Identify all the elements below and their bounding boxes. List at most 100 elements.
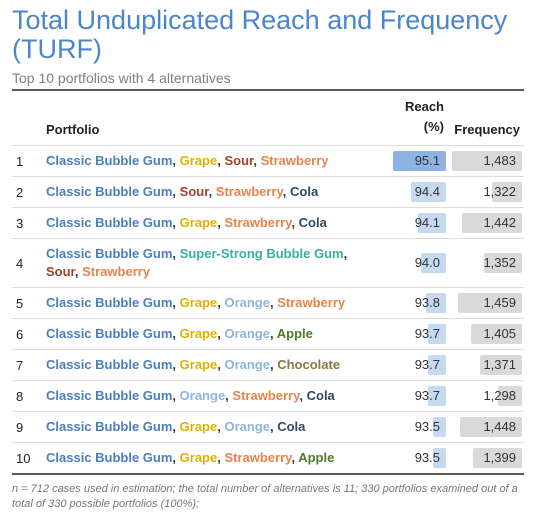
item-separator: ,	[217, 450, 225, 465]
reach-cell: 94.0	[386, 239, 448, 288]
frequency-bar-fill	[497, 386, 522, 406]
portfolio-item: Grape	[179, 419, 218, 434]
reach-value: 93.7	[414, 326, 440, 341]
item-separator: ,	[225, 388, 233, 403]
portfolio-item: Grape	[179, 215, 218, 230]
frequency-bar-fill	[479, 355, 522, 375]
portfolio-item: Cola	[277, 419, 306, 434]
reach-cell: 93.7	[386, 350, 448, 381]
frequency-bar: 1,448	[450, 417, 522, 437]
item-separator: ,	[299, 388, 307, 403]
reach-bar: 95.1	[388, 151, 446, 171]
page-title: Total Unduplicated Reach and Frequency (…	[12, 5, 508, 64]
item-separator: ,	[172, 388, 180, 403]
item-separator: ,	[282, 184, 290, 199]
row-rank: 9	[16, 419, 24, 435]
table-row: 10 Classic Bubble Gum, Grape, Strawberry,…	[12, 442, 524, 475]
reach-bar-fill	[393, 151, 446, 171]
frequency-bar: 1,322	[450, 182, 522, 202]
portfolio-item: Grape	[179, 450, 218, 465]
portfolio-item: Classic Bubble Gum	[46, 153, 173, 168]
item-separator: ,	[172, 295, 180, 310]
reach-bar: 93.8	[388, 293, 446, 313]
item-separator: ,	[291, 450, 299, 465]
portfolio-item: Orange	[179, 388, 226, 403]
reach-value: 94.1	[414, 215, 440, 230]
table-header: Portfolio Reach (%) Frequency	[12, 91, 524, 146]
portfolio-item: Classic Bubble Gum	[46, 419, 173, 434]
reach-value: 94.4	[414, 184, 440, 199]
row-rank: 7	[16, 357, 24, 373]
portfolio-item: Strawberry	[224, 450, 292, 465]
frequency-value: 1,352	[483, 255, 516, 270]
portfolio-item: Orange	[224, 295, 270, 310]
portfolio-item: Sour	[224, 153, 254, 168]
portfolio-item: Classic Bubble Gum	[46, 215, 173, 230]
reach-cell: 94.4	[386, 177, 448, 208]
frequency-cell: 1,483	[448, 146, 524, 177]
portfolio-item: Grape	[179, 153, 218, 168]
portfolio-item: Chocolate	[277, 357, 341, 372]
frequency-bar-fill	[471, 324, 522, 344]
item-separator: ,	[172, 450, 180, 465]
item-separator: ,	[217, 153, 225, 168]
item-separator: ,	[217, 326, 225, 341]
frequency-bar-fill	[457, 293, 522, 313]
item-separator: ,	[172, 326, 180, 341]
frequency-bar-fill	[451, 151, 522, 171]
frequency-bar-fill	[460, 417, 522, 437]
reach-value: 94.0	[414, 255, 440, 270]
reach-bar-fill	[425, 293, 446, 313]
reach-bar: 94.0	[388, 253, 446, 273]
footnote: n = 712 cases used in estimation; the to…	[12, 483, 518, 510]
item-separator: ,	[269, 326, 277, 341]
frequency-value: 1,322	[483, 184, 516, 199]
row-rank: 1	[16, 153, 24, 169]
item-separator: ,	[172, 184, 180, 199]
portfolio-item: Apple	[298, 450, 335, 465]
reach-cell: 93.7	[386, 319, 448, 350]
row-portfolio: Classic Bubble Gum, Grape, Orange, Apple	[42, 319, 386, 350]
frequency-bar: 1,298	[450, 386, 522, 406]
frequency-bar-fill	[472, 448, 522, 468]
frequency-cell: 1,371	[448, 350, 524, 381]
row-rank: 3	[16, 215, 24, 231]
item-separator: ,	[217, 215, 225, 230]
frequency-bar-fill	[484, 253, 522, 273]
item-separator: ,	[291, 215, 299, 230]
reach-bar-fill	[428, 355, 446, 375]
header-reach: Reach (%)	[386, 91, 448, 146]
row-portfolio: Classic Bubble Gum, Grape, Orange, Straw…	[42, 288, 386, 319]
frequency-bar-fill	[461, 213, 522, 233]
portfolio-item: Cola	[306, 388, 335, 403]
frequency-cell: 1,352	[448, 239, 524, 288]
portfolio-item: Classic Bubble Gum	[46, 184, 173, 199]
portfolio-item: Cola	[298, 215, 327, 230]
row-portfolio: Classic Bubble Gum, Grape, Strawberry, A…	[42, 443, 386, 475]
portfolio-item: Cola	[290, 184, 319, 199]
header-reach-line1: Reach	[404, 99, 444, 114]
reach-cell: 93.5	[386, 443, 448, 475]
portfolio-item: Orange	[224, 357, 270, 372]
reach-cell: 93.8	[386, 288, 448, 319]
item-separator: ,	[217, 419, 225, 434]
portfolio-item: Strawberry	[82, 264, 151, 279]
table-row: 8 Classic Bubble Gum, Orange, Strawberry,…	[12, 380, 524, 412]
table-body: 1 Classic Bubble Gum, Grape, Sour, Strawb…	[12, 145, 524, 475]
portfolio-item: Sour	[46, 264, 75, 279]
reach-cell: 94.1	[386, 208, 448, 239]
frequency-cell: 1,448	[448, 412, 524, 443]
frequency-bar: 1,352	[450, 253, 522, 273]
portfolio-item: Strawberry	[215, 184, 283, 199]
item-separator: ,	[172, 246, 180, 261]
table-row: 7 Classic Bubble Gum, Grape, Orange, Choc…	[12, 349, 524, 381]
frequency-value: 1,399	[483, 450, 516, 465]
row-portfolio: Classic Bubble Gum, Orange, Strawberry, …	[42, 381, 386, 412]
header-reach-line2: (%)	[423, 119, 444, 134]
portfolio-item: Strawberry	[277, 295, 346, 310]
reach-cell: 93.5	[386, 412, 448, 443]
portfolio-item: Classic Bubble Gum	[46, 295, 173, 310]
frequency-cell: 1,459	[448, 288, 524, 319]
portfolio-item: Classic Bubble Gum	[46, 246, 173, 261]
item-separator: ,	[172, 215, 180, 230]
